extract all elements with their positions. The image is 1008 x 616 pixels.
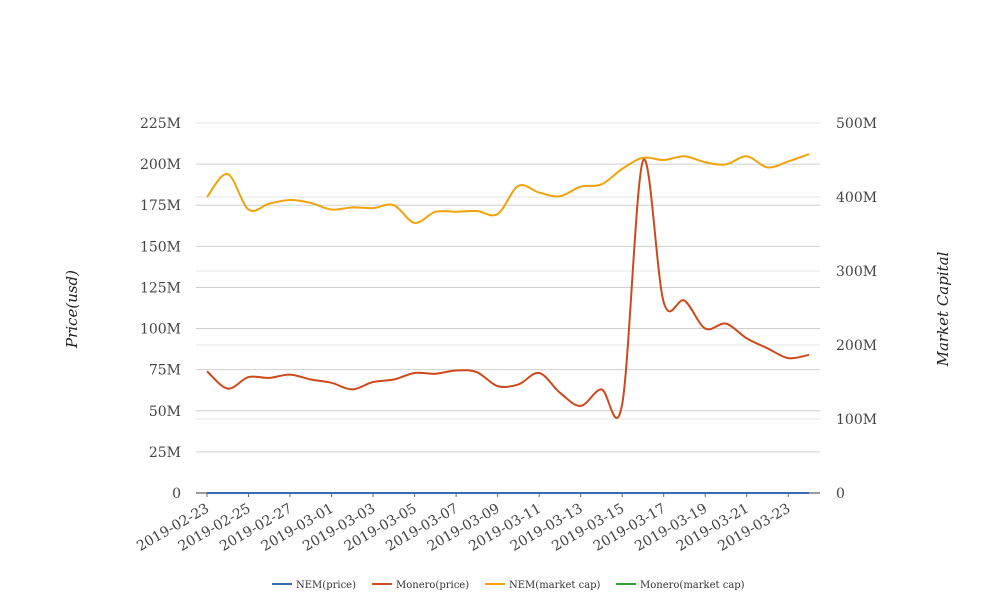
grid-lines xyxy=(196,122,820,494)
series-lines xyxy=(206,153,810,495)
right-axis-ticks: 0 100M 200M 300M 400M 500M xyxy=(836,116,877,502)
left-axis-ticks: 0 25M 50M 75M 100M 125M 150M 175M 200M 225M xyxy=(140,116,181,502)
right-tick-label: 500M xyxy=(836,116,877,132)
right-tick-label: 200M xyxy=(836,338,877,354)
series-line-monero-price xyxy=(206,158,810,419)
right-tick-label: 300M xyxy=(836,264,877,280)
left-tick-label: 75M xyxy=(149,363,181,379)
legend-label: NEM(price) xyxy=(296,580,356,591)
left-tick-label: 100M xyxy=(140,322,181,338)
left-tick-label: 0 xyxy=(172,486,181,502)
left-tick-label: 200M xyxy=(140,157,181,173)
series-line-nem-market-cap xyxy=(206,153,810,224)
left-axis-title: Price(usd) xyxy=(63,270,81,349)
left-tick-label: 225M xyxy=(140,116,181,132)
left-tick-label: 150M xyxy=(140,239,181,255)
right-tick-label: 400M xyxy=(836,190,877,206)
right-tick-label: 100M xyxy=(836,412,877,428)
legend-label: NEM(market cap) xyxy=(509,580,601,591)
x-axis-ticks: 2019-02-232019-02-252019-02-272019-03-01… xyxy=(134,493,793,555)
right-axis-title: Market Capital xyxy=(934,251,952,367)
legend-label: Monero(price) xyxy=(396,580,469,591)
left-tick-label: 50M xyxy=(149,404,181,420)
right-tick-label: 0 xyxy=(836,486,845,502)
left-tick-label: 25M xyxy=(149,445,181,461)
left-tick-label: 175M xyxy=(140,198,181,214)
chart-legend: NEM(price) Monero(price) NEM(market cap) Mo… xyxy=(272,580,745,591)
legend-label: Monero(market cap) xyxy=(640,580,745,591)
left-tick-label: 125M xyxy=(140,280,181,296)
